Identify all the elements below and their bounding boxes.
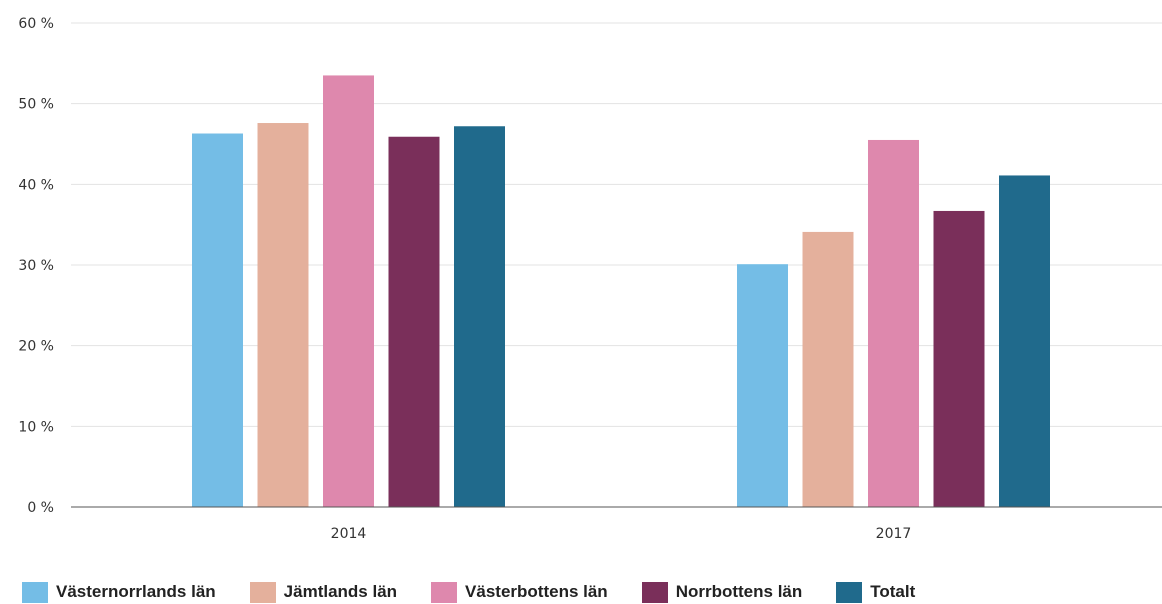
y-tick-label: 60 % bbox=[18, 16, 54, 32]
legend-swatch bbox=[431, 581, 458, 603]
legend-item-jamtland[interactable]: Jämtlands län bbox=[249, 581, 398, 603]
bar-2017-series-0[interactable] bbox=[737, 264, 788, 507]
bar-2014-series-4[interactable] bbox=[454, 126, 505, 508]
legend-label: Västerbottens län bbox=[465, 582, 608, 601]
y-tick-label: 50 % bbox=[18, 97, 54, 113]
legend-item-norrbotten[interactable]: Norrbottens län bbox=[641, 581, 803, 603]
legend-item-totalt[interactable]: Totalt bbox=[836, 581, 916, 603]
x-axis-tick-labels: 2014 2017 bbox=[331, 526, 912, 542]
x-tick-label: 2017 bbox=[876, 526, 912, 542]
bars bbox=[192, 75, 1050, 508]
legend-swatch bbox=[249, 581, 276, 603]
legend-label: Totalt bbox=[870, 582, 916, 601]
y-tick-label: 40 % bbox=[18, 177, 54, 193]
bar-2014-series-2[interactable] bbox=[323, 75, 374, 507]
bar-2017-series-1[interactable] bbox=[802, 231, 854, 507]
legend-label: Jämtlands län bbox=[283, 582, 398, 601]
bar-2014-series-3[interactable] bbox=[388, 136, 440, 508]
y-tick-label: 10 % bbox=[18, 419, 54, 435]
bar-2014-series-0[interactable] bbox=[192, 133, 243, 507]
y-tick-label: 20 % bbox=[18, 339, 54, 355]
legend-swatch bbox=[836, 581, 863, 603]
legend: Västernorrlands län Jämtlands län Väster… bbox=[22, 580, 915, 604]
bar-2017-series-2[interactable] bbox=[868, 139, 919, 507]
legend-swatch bbox=[22, 581, 48, 603]
y-tick-label: 30 % bbox=[18, 258, 54, 274]
bar-2014-series-1[interactable] bbox=[257, 123, 309, 507]
bar-2017-series-4[interactable] bbox=[999, 175, 1050, 507]
y-tick-label: 0 % bbox=[27, 500, 54, 516]
legend-item-vasterbotten[interactable]: Västerbottens län bbox=[431, 581, 608, 603]
legend-item-vasternorrland[interactable]: Västernorrlands län bbox=[22, 581, 216, 603]
legend-label: Västernorrlands län bbox=[56, 582, 216, 601]
legend-label: Norrbottens län bbox=[675, 582, 803, 601]
y-axis-tick-labels: 0 % 10 % 20 % 30 % 40 % 50 % 60 % bbox=[18, 16, 54, 516]
x-tick-label: 2014 bbox=[331, 526, 367, 542]
legend-swatch bbox=[641, 581, 668, 603]
bar-chart: 0 % 10 % 20 % 30 % 40 % 50 % 60 % 2014 2017 bbox=[18, 16, 1162, 542]
bar-2017-series-3[interactable] bbox=[933, 210, 985, 507]
